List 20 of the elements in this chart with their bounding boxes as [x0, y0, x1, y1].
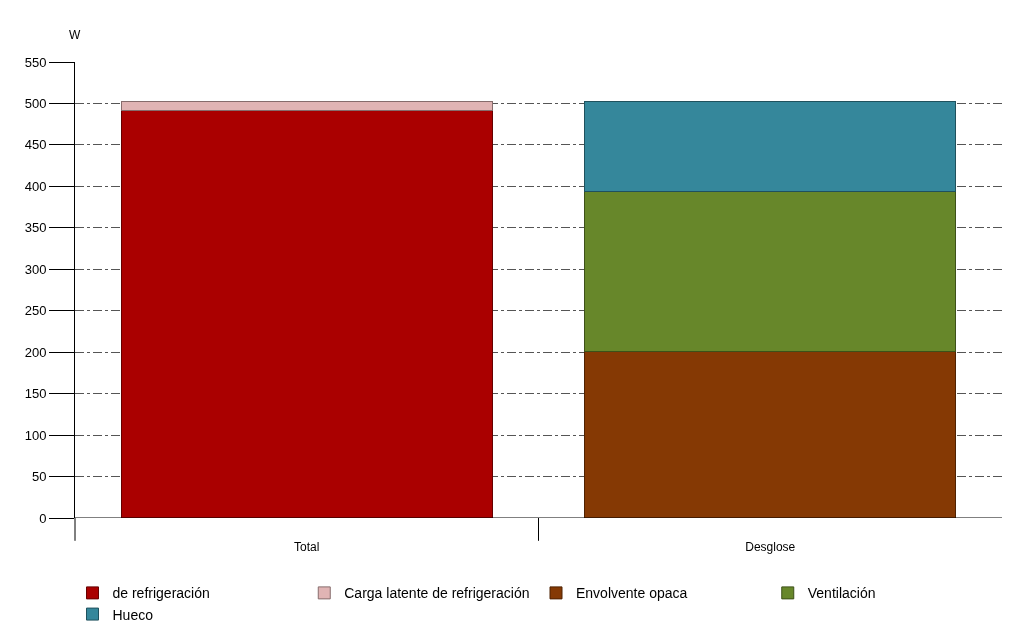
y-tick-label: 300	[24, 261, 47, 277]
legend-label: Hueco	[112, 606, 154, 623]
y-tick-label: 450	[24, 137, 47, 153]
y-tick-label: 100	[24, 427, 47, 443]
y-tick-label: 150	[24, 386, 47, 402]
legend-label: de refrigeración	[112, 585, 210, 602]
y-tick-label: 250	[24, 303, 47, 319]
y-tick-label: 400	[24, 178, 47, 194]
y-tick-label: 500	[24, 96, 47, 111]
y-tick-label: 50	[31, 469, 47, 485]
y-tick-label: 350	[24, 220, 47, 236]
legend-label: Carga latente de refrigeración	[344, 585, 530, 602]
x-tick-label: Desglose	[745, 540, 796, 554]
y-tick-label: 550	[24, 54, 47, 70]
legend-label: Ventilación	[807, 585, 876, 602]
y-tick-label: 0	[39, 510, 47, 526]
legend-label: Envolvente opaca	[576, 585, 688, 602]
y-axis-title: W	[69, 28, 81, 42]
y-tick-label: 200	[24, 344, 47, 360]
x-tick-label: Total	[294, 540, 320, 554]
